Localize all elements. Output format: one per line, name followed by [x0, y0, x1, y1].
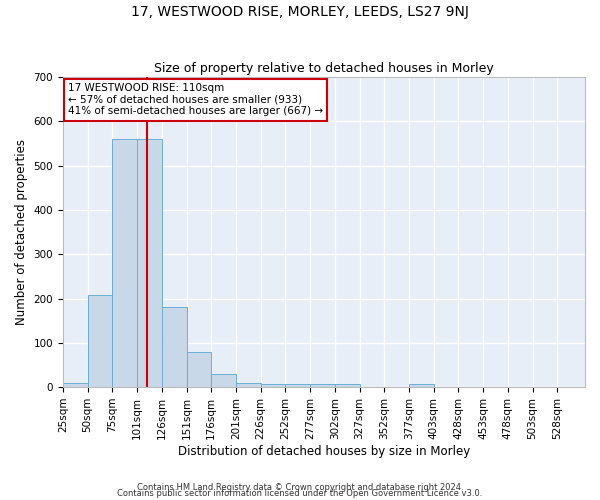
Bar — [335, 384, 359, 387]
Bar — [211, 374, 236, 387]
Bar — [88, 296, 112, 387]
X-axis label: Distribution of detached houses by size in Morley: Distribution of detached houses by size … — [178, 444, 470, 458]
Bar — [187, 352, 211, 387]
Bar — [112, 139, 137, 387]
Bar — [310, 384, 335, 387]
Y-axis label: Number of detached properties: Number of detached properties — [15, 139, 28, 325]
Text: 17, WESTWOOD RISE, MORLEY, LEEDS, LS27 9NJ: 17, WESTWOOD RISE, MORLEY, LEEDS, LS27 9… — [131, 5, 469, 19]
Text: Contains public sector information licensed under the Open Government Licence v3: Contains public sector information licen… — [118, 490, 482, 498]
Bar — [137, 139, 162, 387]
Text: Contains HM Land Registry data © Crown copyright and database right 2024.: Contains HM Land Registry data © Crown c… — [137, 484, 463, 492]
Bar — [409, 384, 434, 387]
Bar — [63, 382, 88, 387]
Title: Size of property relative to detached houses in Morley: Size of property relative to detached ho… — [154, 62, 494, 74]
Bar — [260, 384, 286, 387]
Bar — [162, 308, 187, 387]
Bar — [236, 382, 260, 387]
Bar — [286, 384, 310, 387]
Text: 17 WESTWOOD RISE: 110sqm
← 57% of detached houses are smaller (933)
41% of semi-: 17 WESTWOOD RISE: 110sqm ← 57% of detach… — [68, 84, 323, 116]
